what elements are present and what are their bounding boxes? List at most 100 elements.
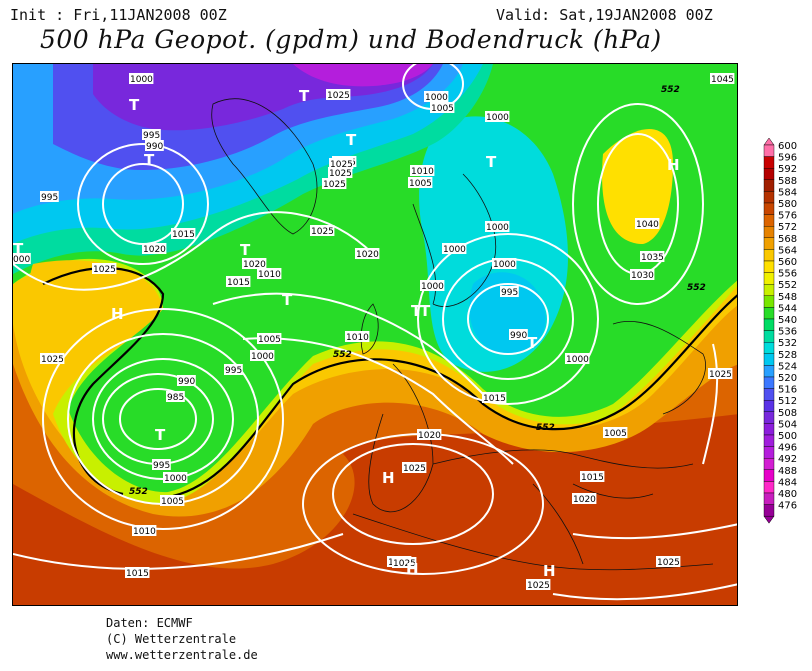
legend-label: 488 [778,466,797,477]
isobar-label: 995 [41,193,58,203]
isobar-label: 000 [13,255,30,265]
isobar-label: 995 [501,288,518,298]
isobar-label-bg [485,111,510,122]
low-pressure-marker: T [13,240,24,258]
isobar-label-bg [328,167,353,178]
map-canvas: 1000102510251000100510459959909951025102… [13,64,737,605]
isobar-label-bg [640,251,665,262]
field-ridge-west [29,260,154,337]
legend-swatch [763,179,775,192]
legend-swatch [763,156,775,169]
isobar-label-bg [392,557,417,568]
legend-swatch [763,434,775,447]
isobar-label-bg [656,556,681,567]
low-pressure-marker: T [240,241,251,259]
legend-label: 504 [778,419,797,430]
legend-swatch [763,481,775,494]
legend-swatch [763,214,775,227]
legend-label: 536 [778,327,797,338]
isobar-label-bg [250,350,275,361]
legend-label: 532 [778,338,797,349]
isobar-label: 1030 [631,271,654,281]
isobar-label: 1000 [493,260,516,270]
isobar-label-bg [129,73,154,84]
weather-map[interactable]: 1000102510251000100510459959909951025102… [12,63,738,606]
legend-label: 572 [778,222,797,233]
valid-time: Valid: Sat,19JAN2008 00Z [496,6,713,24]
height-contour-label: 552 [536,423,555,433]
isobar-label: 990 [146,142,163,152]
isobar-label: 1005 [604,429,627,439]
legend-label: 568 [778,234,797,245]
isobar-label: 1010 [346,333,369,343]
isobar-label-bg [226,276,251,287]
low-pressure-marker: T [527,334,538,352]
isobar-label-bg [402,462,427,473]
legend-swatch [763,249,775,262]
isobar-label: 995 [153,461,170,471]
website[interactable]: www.wetterzentrale.de [106,648,258,662]
isobar-label: 1000 [425,93,448,103]
isobar-label-bg [408,177,433,188]
low-pressure-marker: T [486,153,497,171]
isobar-label-bg [40,191,59,202]
legend-swatch [763,469,775,482]
isobar-label-bg [145,140,164,151]
legend-swatch [763,237,775,250]
legend-label: 528 [778,350,797,361]
isobar-label-bg [420,280,445,291]
isobar-label: 1010 [258,270,281,280]
isobar-label-bg [166,391,185,402]
isobar-label-bg [708,368,733,379]
isobar-label: 1025 [393,559,416,569]
isobar-label: 1015 [581,473,604,483]
legend-swatch [763,272,775,285]
isobar-label: 1000 [421,282,444,292]
legend-label: 512 [778,396,797,407]
isobar-label: 1000 [251,352,274,362]
isobar-label-bg [482,392,507,403]
legend-swatch [763,388,775,401]
legend-swatch [763,330,775,343]
legend-label: 520 [778,373,797,384]
high-pressure-marker: H [382,469,395,487]
legend-swatch [763,492,775,505]
isobar-label: 1010 [411,167,434,177]
legend-swatch [763,191,775,204]
legend-swatch [763,144,775,157]
isobar-label: 985 [167,393,184,403]
isobar-label: 1015 [227,278,250,288]
isobar-label: 995 [143,131,160,141]
isobar-label: 1020 [243,260,266,270]
isobar-label-bg [417,429,442,440]
init-time: Init : Fri,11JAN2008 00Z [10,6,227,24]
isobar-label: 1000 [164,474,187,484]
legend-label: 552 [778,280,797,291]
legend-swatch [763,283,775,296]
legend-label: 580 [778,199,797,210]
high-pressure-marker: H [406,560,419,578]
legend-swatch [763,260,775,273]
isobar-label: 1000 [443,245,466,255]
low-pressure-marker: T [144,151,155,169]
isobar-label: 1025 [323,180,346,190]
isobar-label-bg [572,493,597,504]
high-pressure-marker: H [667,156,680,174]
isobar-label: 995 [225,366,242,376]
legend-label: 584 [778,187,797,198]
isobar-label-bg [580,471,605,482]
legend-label: 480 [778,489,797,500]
isobar-label-bg [177,375,196,386]
isobar-label: 1025 [330,160,353,170]
isobar-label-bg [242,258,267,269]
low-pressure-marker: T [346,131,357,149]
legend-label: 540 [778,315,797,326]
isobar-label: 1020 [573,495,596,505]
isobar-label: 1005 [161,497,184,507]
isobar-label-bg [442,243,467,254]
isobar-label-bg [152,459,171,470]
copyright: (C) Wetterzentrale [106,632,237,646]
isobar-label-bg [310,225,335,236]
isobar-label: 1000 [486,223,509,233]
isobar-label: 1025 [329,169,352,179]
